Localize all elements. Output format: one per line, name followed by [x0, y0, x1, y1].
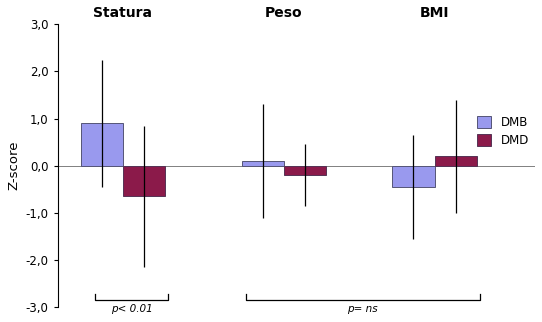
- Bar: [123, 166, 165, 196]
- Legend: DMB, DMD: DMB, DMD: [477, 116, 529, 147]
- Bar: [81, 123, 123, 166]
- Bar: [435, 156, 477, 166]
- Bar: [283, 166, 326, 175]
- Text: p< 0.01: p< 0.01: [111, 304, 152, 314]
- Bar: [392, 166, 435, 187]
- Y-axis label: Z-score: Z-score: [7, 141, 20, 190]
- Bar: [242, 161, 283, 166]
- Text: p= ns: p= ns: [347, 304, 378, 314]
- Text: Peso: Peso: [265, 6, 302, 21]
- Text: BMI: BMI: [420, 6, 449, 21]
- Text: Statura: Statura: [93, 6, 152, 21]
